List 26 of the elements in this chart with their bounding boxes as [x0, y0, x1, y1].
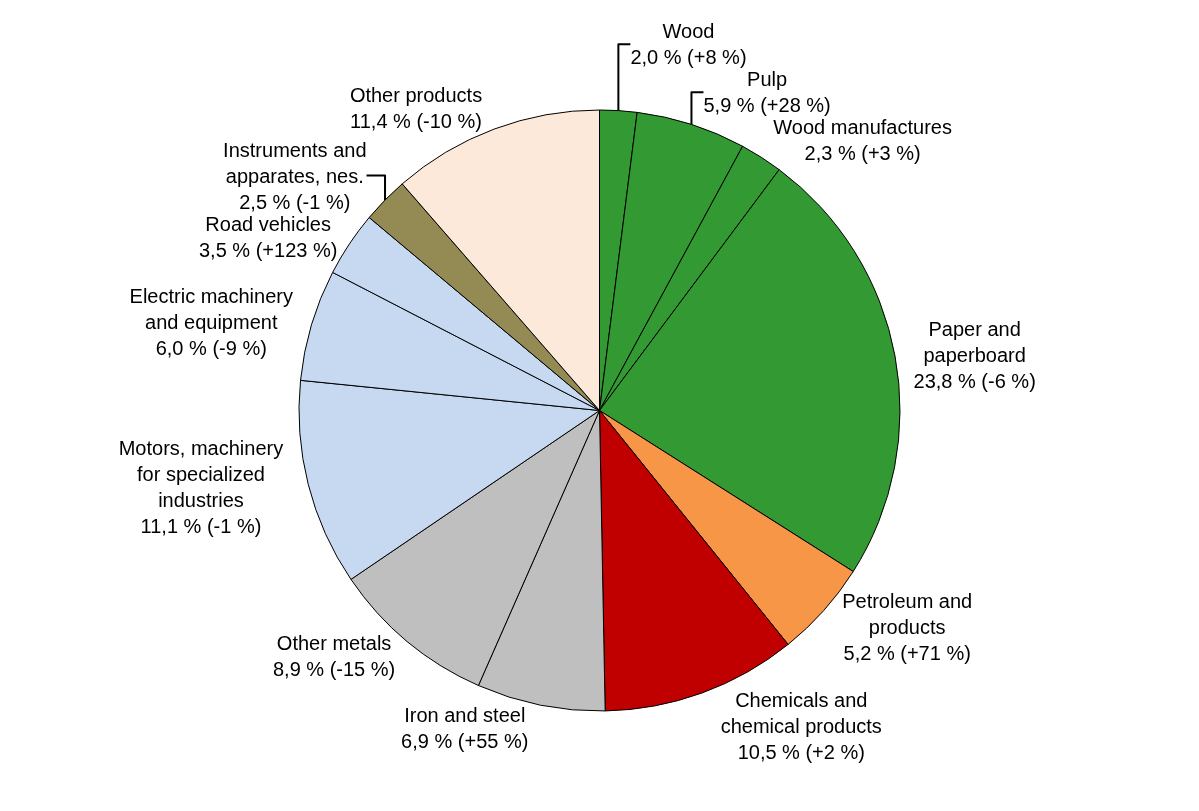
data-label: 2,0 % (+8 %) — [630, 46, 747, 69]
slice-label: Road vehicles — [205, 212, 331, 235]
data-label: 5,2 % (+71 %) — [843, 642, 971, 665]
slice-label: Instruments and apparates, nes. — [223, 138, 367, 187]
data-label: 8,9 % (-15 %) — [272, 657, 396, 680]
slice-label: Electric machinery and equipment — [129, 284, 293, 333]
data-label: 11,1 % (-1 %) — [140, 515, 262, 538]
slice-label: Iron and steel — [404, 704, 526, 727]
slice-label: Wood manufactures — [773, 116, 952, 139]
data-label: 3,5 % (+123 %) — [198, 238, 338, 261]
slice-label: Motors, machinery for specialized industries — [118, 437, 284, 512]
slice-label: Pulp — [747, 68, 788, 91]
data-label: 10,5 % (+2 %) — [737, 740, 865, 763]
data-label: 5,9 % (+28 %) — [703, 94, 831, 117]
data-label: 6,9 % (+55 %) — [401, 730, 529, 753]
data-label: 11,4 % (-10 %) — [350, 110, 482, 133]
slice-label: Chemicals and chemical products — [720, 688, 882, 737]
slice-label: Wood — [662, 20, 715, 43]
data-label: 2,5 % (-1 %) — [239, 190, 351, 213]
slice-label: Paper and paperboard — [923, 317, 1026, 366]
slice-label: Other metals — [276, 631, 392, 654]
data-label: 2,3 % (+3 %) — [804, 142, 921, 165]
data-label: 23,8 % (-6 %) — [913, 369, 1036, 392]
data-label: 6,0 % (-9 %) — [155, 336, 267, 359]
slice-label: Other products — [349, 84, 483, 107]
slice-label: Petroleum and products — [842, 590, 973, 639]
